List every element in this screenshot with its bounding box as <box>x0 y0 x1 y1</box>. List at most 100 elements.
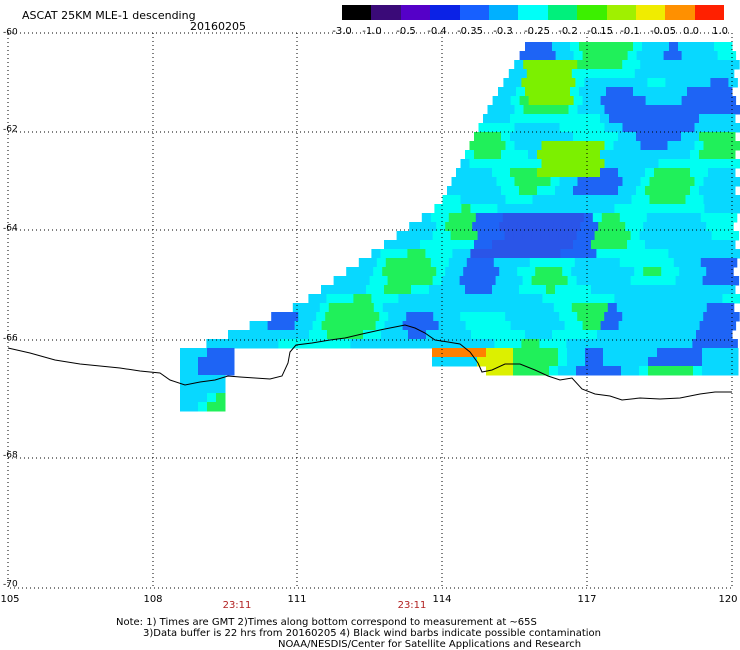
swath-cell <box>573 132 583 142</box>
swath-cell <box>640 105 650 115</box>
swath-cell <box>458 339 468 349</box>
swath-cell <box>645 240 655 250</box>
swath-cell <box>672 285 682 295</box>
swath-cell <box>591 168 601 178</box>
swath-cell <box>652 303 663 313</box>
swath-cell <box>639 366 649 376</box>
swath-cell <box>499 267 509 277</box>
swath-cell <box>568 141 578 151</box>
swath-cell <box>730 159 740 169</box>
swath-cell <box>559 141 569 151</box>
swath-cell <box>627 285 637 295</box>
swath-cell <box>649 312 659 322</box>
swath-cell <box>567 276 578 286</box>
swath-cell <box>619 213 630 223</box>
swath-cell <box>695 204 705 214</box>
swath-cell <box>705 330 715 340</box>
swath-cell <box>622 177 632 187</box>
swath-cell <box>604 105 614 115</box>
swath-cell <box>441 231 452 241</box>
swath-cell <box>703 159 713 169</box>
swath-cell <box>712 141 722 151</box>
swath-cell <box>636 240 646 250</box>
swath-cell <box>327 330 337 340</box>
swath-cell <box>699 96 710 106</box>
swath-cell <box>715 303 726 313</box>
swath-cell <box>586 159 596 169</box>
swath-cell <box>564 132 574 142</box>
colorbar-label: 1.0 <box>712 26 728 37</box>
swath-cell <box>418 267 428 277</box>
colorbar-swatch <box>577 5 607 20</box>
swath-cell <box>730 177 740 187</box>
swath-cell <box>480 330 490 340</box>
swath-cell <box>543 42 553 52</box>
swath-cell <box>364 303 375 313</box>
swath-cell <box>713 204 723 214</box>
swath-cell <box>541 159 551 169</box>
swath-cell <box>591 114 601 124</box>
swath-cell <box>650 204 660 214</box>
swath-cell <box>657 276 668 286</box>
swath-cell <box>582 240 592 250</box>
swath-cell <box>501 132 511 142</box>
swath-cell <box>696 42 706 52</box>
swath-cell <box>528 240 538 250</box>
swath-cell <box>675 231 686 241</box>
swath-cell <box>434 294 444 304</box>
swath-cell <box>604 195 614 205</box>
swath-cell <box>519 114 529 124</box>
swath-cell <box>654 285 664 295</box>
swath-cell <box>713 249 723 259</box>
swath-cell <box>522 276 533 286</box>
swath-cell <box>567 231 578 241</box>
swath-cell <box>591 51 602 61</box>
swath-cell <box>465 240 475 250</box>
swath-cell <box>373 267 383 277</box>
colorbar-swatch <box>606 5 636 20</box>
swath-cell <box>693 348 703 358</box>
swath-cell <box>508 267 518 277</box>
swath-cell <box>661 222 671 232</box>
swath-cell <box>396 231 407 241</box>
swath-cell <box>537 285 547 295</box>
swath-cell <box>336 330 346 340</box>
swath-cell <box>694 177 704 187</box>
swath-cell <box>541 123 551 133</box>
swath-cell <box>421 258 432 268</box>
swath-cell <box>582 168 592 178</box>
swath-cell <box>436 222 446 232</box>
swath-cell <box>510 168 520 178</box>
swath-cell <box>569 249 579 259</box>
swath-cell <box>391 267 401 277</box>
swath-cell <box>677 249 687 259</box>
swath-cell <box>530 339 540 349</box>
swath-cell <box>389 249 399 259</box>
swath-cell <box>681 285 691 295</box>
swath-cell <box>607 69 618 79</box>
swath-cell <box>423 231 434 241</box>
swath-cell <box>393 285 403 295</box>
swath-cell <box>475 213 486 223</box>
swath-cell <box>481 222 491 232</box>
swath-cell <box>559 159 569 169</box>
swath-cell <box>593 78 603 88</box>
swath-cell <box>699 132 709 142</box>
swath-cell <box>525 330 535 340</box>
swath-cell <box>549 276 560 286</box>
swath-cell <box>407 294 417 304</box>
swath-cell <box>391 303 402 313</box>
swath-cell <box>523 159 533 169</box>
swath-cell <box>488 294 498 304</box>
swath-cell <box>634 222 644 232</box>
swath-cell <box>569 204 579 214</box>
swath-cell <box>497 249 507 259</box>
swath-cell <box>510 132 520 142</box>
swath-cell <box>506 204 516 214</box>
swath-cell <box>702 231 713 241</box>
swath-cell <box>631 312 641 322</box>
swath-cell <box>696 87 706 97</box>
swath-cell <box>580 69 591 79</box>
swath-cell <box>622 60 632 70</box>
swath-cell <box>456 285 466 295</box>
